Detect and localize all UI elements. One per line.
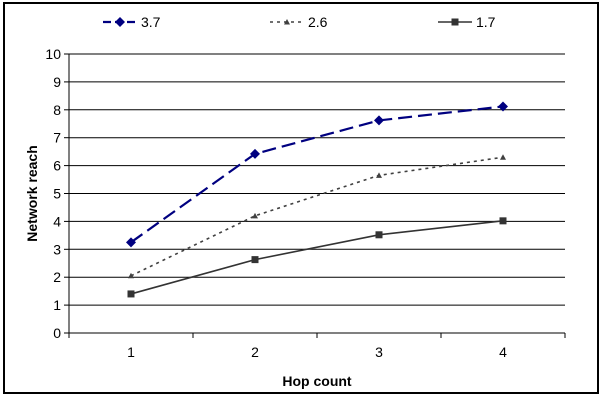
- chart-frame: [3, 2, 599, 394]
- legend-marker: [115, 17, 125, 27]
- y-tick-label: 7: [53, 130, 61, 146]
- data-point: [250, 148, 260, 159]
- y-tick-label: 4: [53, 213, 61, 229]
- x-tick-label: 2: [251, 344, 259, 360]
- y-tick-label: 0: [53, 325, 61, 341]
- data-point: [252, 212, 258, 219]
- legend-label: 1.7: [476, 14, 496, 30]
- y-tick-label: 10: [45, 46, 61, 62]
- axes: [68, 54, 566, 338]
- data-point: [251, 256, 259, 264]
- legend-marker: [284, 19, 290, 25]
- x-axis-title: Hop count: [282, 373, 352, 389]
- x-tick-label: 4: [499, 344, 507, 360]
- legend-label: 2.6: [308, 14, 328, 30]
- data-point: [127, 290, 135, 298]
- legend-marker: [451, 18, 459, 26]
- legend-label: 3.7: [141, 14, 161, 30]
- x-tick-label: 3: [375, 344, 383, 360]
- legend-entry: 2.6: [270, 14, 328, 30]
- x-tick-labels: 1 2 3 4: [127, 344, 507, 360]
- y-tick-label: 8: [53, 102, 61, 118]
- data-point: [499, 217, 507, 225]
- legend: 3.7 2.6 1.7: [103, 14, 496, 30]
- series-2.6: [128, 154, 506, 279]
- data-point: [128, 272, 134, 279]
- series-3.7: [126, 101, 508, 248]
- series-line: [130, 156, 504, 277]
- series-line: [130, 220, 504, 295]
- y-tick-labels: 0 1 2 3 4 5 6 7 8 9 10: [45, 46, 61, 341]
- series-line: [130, 105, 504, 244]
- legend-entry: 1.7: [438, 14, 496, 30]
- data-point: [375, 231, 383, 239]
- data-point: [126, 237, 136, 248]
- data-point: [500, 154, 506, 160]
- y-tick-label: 1: [53, 297, 61, 313]
- y-tick-label: 2: [53, 269, 61, 285]
- y-tick-label: 3: [53, 241, 61, 257]
- data-point: [376, 172, 382, 178]
- x-tick-label: 1: [127, 344, 135, 360]
- data-point: [498, 101, 508, 112]
- data-point: [374, 115, 384, 126]
- legend-entry: 3.7: [103, 14, 161, 30]
- y-tick-label: 5: [53, 186, 61, 202]
- series-group: [126, 101, 508, 298]
- series-1.7: [127, 217, 507, 298]
- y-tick-label: 9: [53, 74, 61, 90]
- y-tick-label: 6: [53, 158, 61, 174]
- y-axis-title: Network reach: [24, 145, 40, 241]
